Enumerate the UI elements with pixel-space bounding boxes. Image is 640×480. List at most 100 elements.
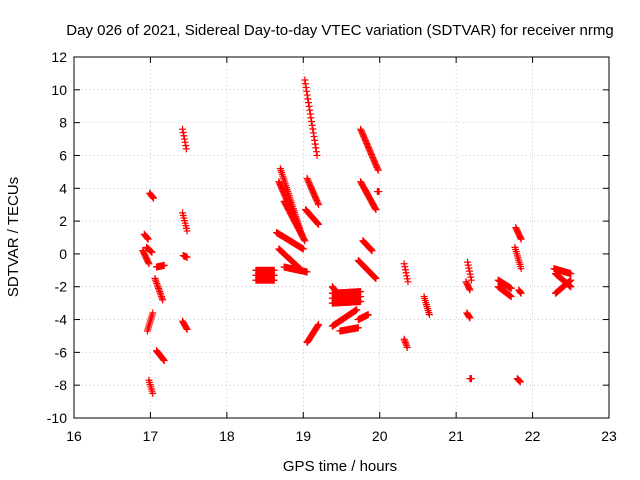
data-point bbox=[403, 275, 411, 283]
axis-ticks: 16 17 18 19 20 21 22 23 -10 -8 -6 -4 -2 0 2 4 6 8 10 12 bbox=[47, 49, 617, 444]
y-tick-label: 8 bbox=[59, 115, 67, 131]
data-point bbox=[466, 270, 474, 278]
data-point bbox=[301, 237, 309, 245]
data-point bbox=[143, 234, 151, 241]
data-point bbox=[308, 121, 316, 129]
y-tick-label: 10 bbox=[51, 82, 67, 98]
data-point bbox=[567, 283, 575, 291]
data-point bbox=[465, 285, 473, 293]
plot-frame bbox=[73, 56, 610, 419]
data-point bbox=[149, 309, 157, 317]
data-point bbox=[182, 142, 190, 150]
data-point bbox=[353, 306, 361, 314]
data-point bbox=[404, 278, 412, 286]
y-tick-label: -4 bbox=[55, 312, 68, 328]
data-point bbox=[425, 311, 433, 319]
data-point bbox=[303, 91, 311, 99]
y-tick-label: -8 bbox=[55, 377, 68, 393]
data-point bbox=[303, 268, 311, 276]
data-point bbox=[159, 296, 167, 304]
data-point bbox=[507, 284, 515, 292]
data-point bbox=[466, 286, 474, 294]
data-point bbox=[304, 95, 312, 103]
data-point bbox=[312, 144, 320, 152]
data-point bbox=[301, 80, 309, 88]
y-tick-label: 0 bbox=[59, 246, 67, 262]
data-point bbox=[464, 258, 472, 266]
x-tick-label: 22 bbox=[525, 428, 541, 444]
data-point bbox=[183, 325, 191, 333]
data-point bbox=[309, 125, 317, 133]
data-point bbox=[160, 261, 168, 269]
data-point bbox=[371, 204, 379, 212]
data-point bbox=[149, 389, 157, 397]
data-point bbox=[367, 245, 375, 253]
data-point bbox=[371, 274, 379, 282]
data-point bbox=[179, 125, 187, 133]
x-tick-label: 21 bbox=[448, 428, 464, 444]
data-point bbox=[182, 324, 190, 332]
data-point bbox=[567, 276, 575, 284]
data-point bbox=[374, 165, 382, 173]
data-point bbox=[516, 378, 524, 386]
data-point bbox=[368, 247, 376, 255]
data-point bbox=[180, 135, 188, 143]
y-tick-label: 4 bbox=[59, 180, 67, 196]
data-point bbox=[144, 235, 152, 243]
data-point bbox=[314, 220, 322, 228]
data-point bbox=[401, 266, 409, 274]
y-tick-label: -2 bbox=[55, 279, 68, 295]
data-point bbox=[367, 246, 375, 254]
data-point bbox=[308, 117, 316, 125]
data-point bbox=[304, 99, 312, 107]
data-point bbox=[309, 129, 317, 137]
data-points bbox=[139, 76, 575, 397]
data-point bbox=[403, 343, 411, 351]
data-point bbox=[300, 236, 308, 244]
data-point bbox=[315, 320, 323, 328]
data-point bbox=[354, 324, 362, 332]
data-point bbox=[401, 263, 409, 271]
data-point bbox=[467, 375, 475, 383]
grid bbox=[74, 57, 609, 418]
data-point bbox=[401, 337, 409, 345]
x-tick-label: 16 bbox=[66, 428, 82, 444]
data-point bbox=[402, 340, 410, 348]
data-point bbox=[148, 192, 156, 200]
x-tick-label: 23 bbox=[601, 428, 617, 444]
data-point bbox=[179, 128, 187, 136]
data-point bbox=[467, 273, 475, 281]
data-point bbox=[312, 148, 320, 156]
chart-title: Day 026 of 2021, Sidereal Day-to-day VTE… bbox=[66, 22, 613, 39]
y-tick-label: 2 bbox=[59, 213, 67, 229]
data-point bbox=[466, 314, 474, 322]
data-point bbox=[515, 377, 523, 385]
data-point bbox=[310, 133, 318, 141]
data-point bbox=[183, 227, 191, 235]
data-point bbox=[357, 297, 365, 305]
data-point bbox=[400, 335, 408, 343]
data-point bbox=[466, 267, 474, 275]
data-point bbox=[371, 273, 379, 281]
data-point bbox=[311, 140, 319, 148]
y-axis-label: SDTVAR / TECUs bbox=[5, 177, 22, 297]
data-point bbox=[464, 261, 472, 269]
data-point bbox=[306, 106, 314, 114]
data-point bbox=[305, 102, 313, 110]
data-point bbox=[402, 269, 410, 277]
x-tick-label: 19 bbox=[295, 428, 311, 444]
data-point bbox=[181, 138, 189, 146]
data-point bbox=[270, 276, 278, 284]
data-point bbox=[302, 84, 310, 92]
data-point bbox=[403, 272, 411, 280]
x-tick-label: 18 bbox=[219, 428, 235, 444]
data-point bbox=[299, 245, 307, 253]
y-tick-label: -10 bbox=[47, 410, 67, 426]
data-point bbox=[306, 110, 314, 118]
data-point bbox=[160, 357, 168, 365]
data-point bbox=[148, 248, 156, 256]
x-tick-label: 17 bbox=[143, 428, 159, 444]
data-point bbox=[517, 235, 525, 243]
data-point bbox=[143, 234, 151, 242]
